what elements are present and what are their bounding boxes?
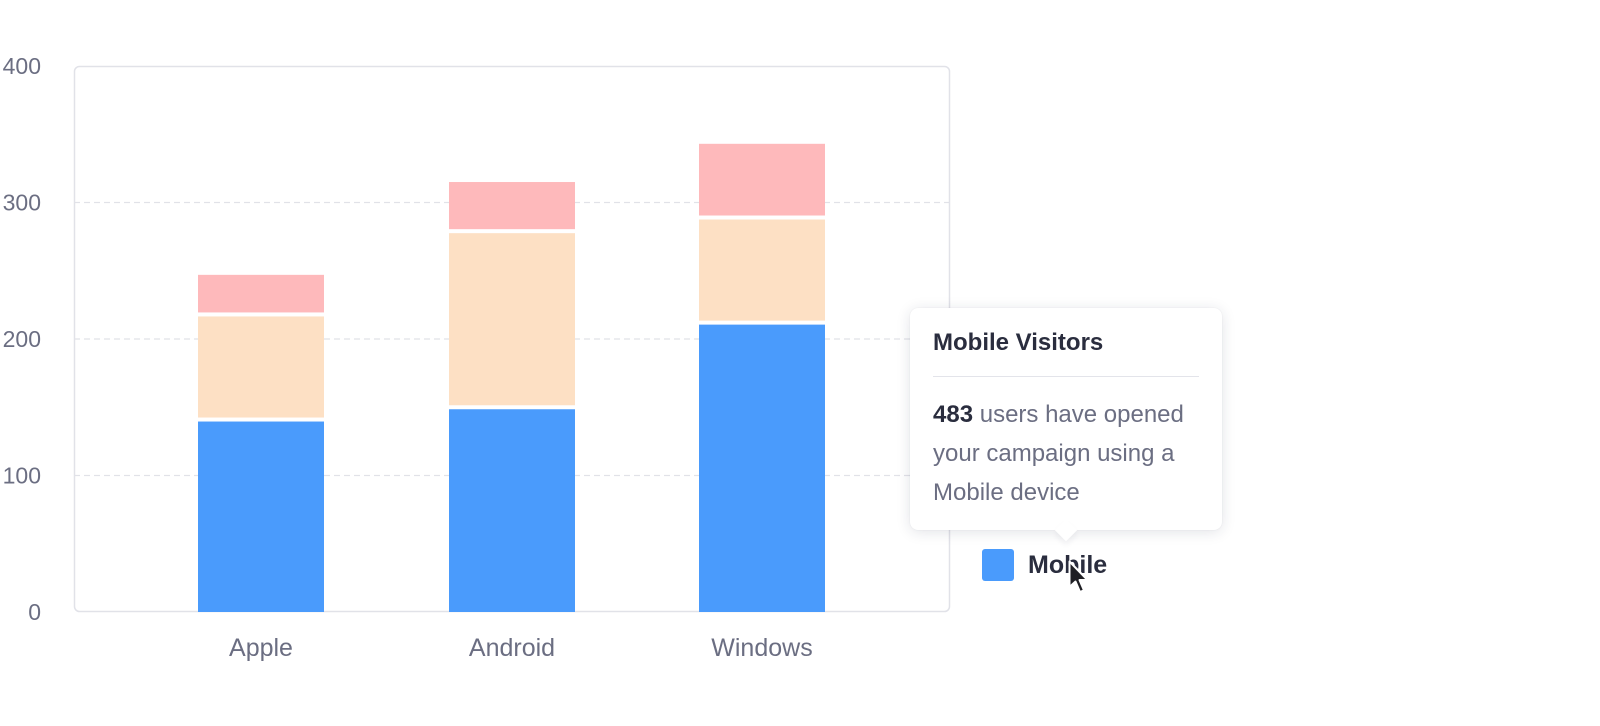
y-tick-label: 400 [3,53,41,79]
x-axis-ticks: Apple Android Windows [229,634,813,662]
tooltip-title: Mobile Visitors [933,328,1199,377]
tooltip: Mobile Visitors 483 users have opened yo… [910,308,1222,542]
y-tick-label: 200 [3,326,41,352]
tooltip-line-1: users have opened [973,401,1184,428]
bars [198,143,825,612]
x-tick-label: Android [469,634,555,662]
bar-segment-apple-1[interactable] [198,316,324,418]
tooltip-line-2: your campaign using a [933,440,1175,467]
bar-segment-windows-1[interactable] [699,219,825,321]
bar-segment-apple-0[interactable] [198,421,324,612]
arrow-cursor-icon [1068,560,1089,593]
y-tick-label: 0 [28,599,41,625]
bar-segment-android-1[interactable] [449,233,575,406]
y-tick-label: 100 [3,463,41,489]
y-tick-label: 300 [3,190,41,216]
y-axis-ticks: 0 100 200 300 400 [3,53,41,625]
x-tick-label: Windows [711,634,812,662]
legend-swatch [982,549,1014,581]
tooltip-value: 483 [933,401,974,428]
bar-segment-apple-2[interactable] [198,274,324,313]
bar-segment-android-0[interactable] [449,409,575,612]
bar-segment-windows-0[interactable] [699,324,825,612]
tooltip-line-3: Mobile device [933,479,1080,506]
bar-segment-android-2[interactable] [449,182,575,230]
bar-segment-windows-2[interactable] [699,143,825,216]
legend-item-mobile[interactable]: Mobile [982,549,1107,581]
legend-label: Mobile [1028,550,1108,579]
tooltip-body: 483 users have opened your campaign usin… [933,395,1199,512]
x-tick-label: Apple [229,634,293,662]
